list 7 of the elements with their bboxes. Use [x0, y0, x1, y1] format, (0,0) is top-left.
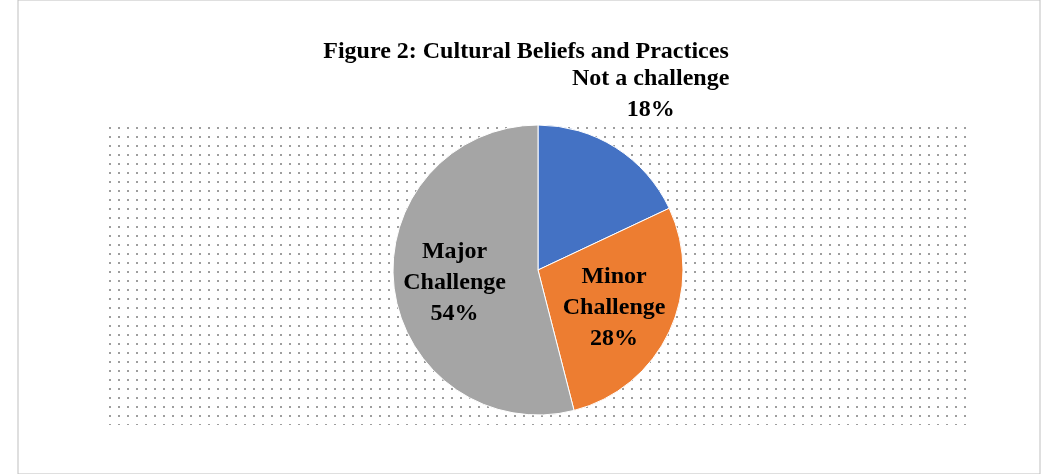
- data-label: 54%: [430, 298, 479, 325]
- slice-label: Not a challenge: [572, 63, 730, 90]
- slice-label: Minor Challenge: [562, 261, 666, 319]
- slice-label: Major Challenge: [403, 236, 507, 294]
- chart-title: Figure 2: Cultural Beliefs and Practices: [323, 37, 729, 63]
- data-label: 28%: [590, 323, 639, 350]
- data-label: 18%: [626, 94, 675, 121]
